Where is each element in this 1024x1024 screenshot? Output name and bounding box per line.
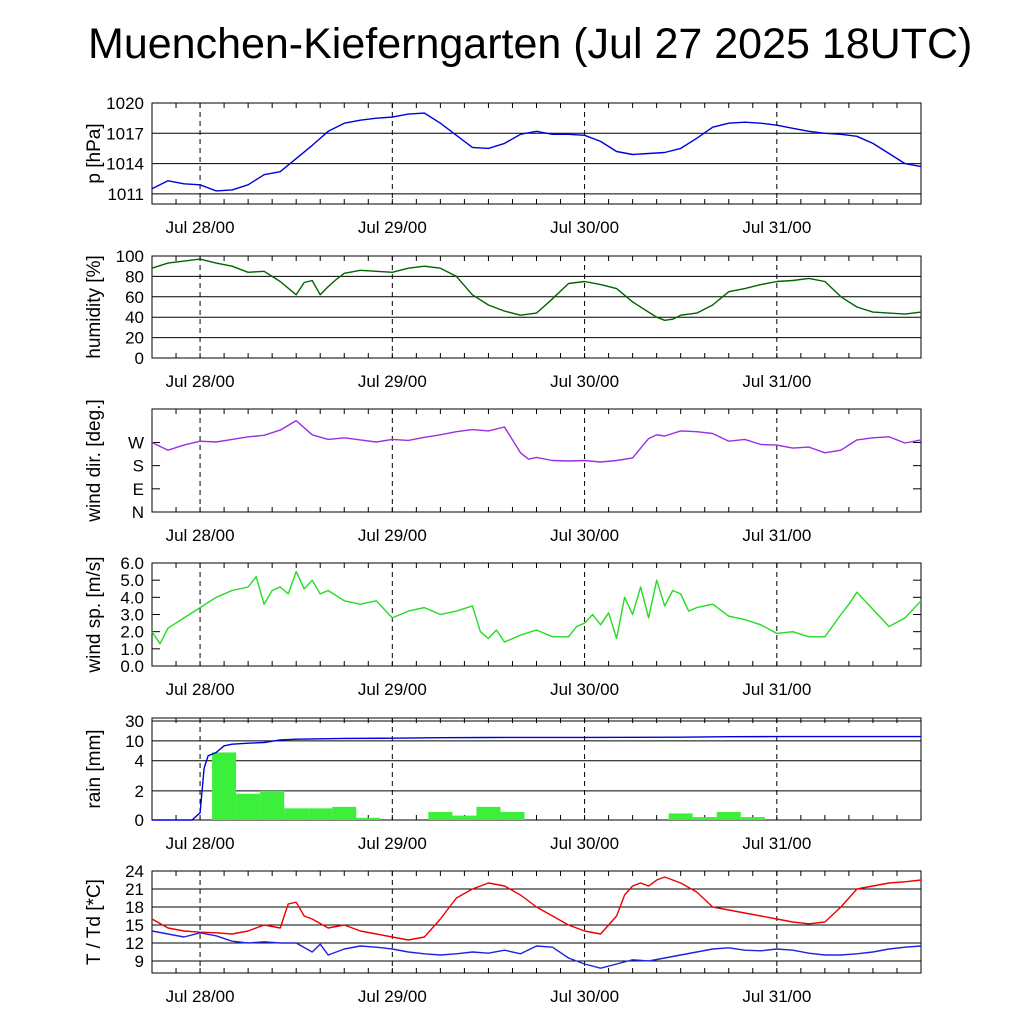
rain-bar [428,811,453,820]
x-tick-label: Jul 30/00 [550,987,619,1006]
y-tick-label: 1.0 [120,640,144,659]
y-axis-label: T / Td [*C] [84,879,105,965]
rain-bar [692,817,717,820]
rain-bar [284,808,309,820]
y-tick-label: 4 [135,752,144,771]
plot-frame [151,408,922,513]
chart-title: Muenchen-Kieferngarten (Jul 27 2025 18UT… [88,20,973,68]
rain-bar [476,806,501,820]
x-tick-label: Jul 29/00 [358,372,427,391]
rain-bar [500,811,525,820]
x-tick-label: Jul 28/00 [166,372,235,391]
y-tick-label: 5.0 [120,571,144,590]
x-tick-label: Jul 29/00 [358,987,427,1006]
x-tick-label: Jul 29/00 [358,218,427,237]
rain-bar [740,817,765,820]
rain-bar [668,813,693,820]
y-tick-label: E [133,480,144,499]
x-tick-label: Jul 28/00 [166,987,235,1006]
y-tick-label: 6.0 [120,554,144,573]
y-tick-label: 24 [125,862,144,881]
x-tick-label: Jul 31/00 [742,680,811,699]
y-tick-label: 0 [135,811,144,830]
x-tick-label: Jul 28/00 [166,834,235,853]
rain-bar [260,790,285,820]
y-tick-label: 1014 [106,155,144,174]
y-tick-label: N [132,503,144,522]
plot-frame [151,870,922,974]
y-tick-label: 30 [125,712,144,731]
rain-bar [212,752,237,820]
plot-frame [151,562,922,667]
x-tick-label: Jul 30/00 [550,680,619,699]
x-tick-label: Jul 28/00 [166,680,235,699]
y-tick-label: 4.0 [120,588,144,607]
rain-bar [236,793,261,820]
x-tick-label: Jul 31/00 [742,987,811,1006]
panel-4: 0.01.02.03.04.05.06.0 Jul 28/00 Jul 29/00 J… [84,554,922,699]
y-tick-label: 80 [125,267,144,286]
series-line-1 [151,419,922,463]
rain-bar [356,817,381,820]
plot-frame [151,102,922,205]
panel-1: 1011 1014 1017 1020 Jul 28/00 Jul 29/00 Jul 30… [84,94,922,237]
rain-bar [452,815,477,820]
series-line-1 [151,258,922,321]
series-line-1 [151,570,922,645]
series-line-1 [151,876,922,941]
y-tick-label: 21 [125,880,144,899]
y-tick-label: 10 [125,732,144,751]
y-tick-label: 2.0 [120,623,144,642]
y-axis-label: p [hPa] [84,123,105,183]
y-tick-label: 1011 [107,185,144,204]
y-tick-label: 0 [135,349,144,368]
x-tick-label: Jul 31/00 [742,834,811,853]
x-tick-label: Jul 29/00 [358,834,427,853]
series-line-2 [151,930,922,969]
y-tick-label: S [133,457,144,476]
y-tick-label: 12 [125,934,144,953]
rain-bar [308,808,333,820]
x-tick-label: Jul 29/00 [358,680,427,699]
x-tick-label: Jul 30/00 [550,526,619,545]
y-axis-label: wind dir. [deg.] [84,399,105,523]
x-tick-label: Jul 29/00 [358,526,427,545]
x-tick-label: Jul 31/00 [742,218,811,237]
x-tick-label: Jul 30/00 [550,372,619,391]
y-tick-label: 20 [125,329,144,348]
rain-bar [716,811,741,820]
y-axis-label: rain [mm] [84,729,105,808]
y-axis-label: wind sp. [m/s] [84,556,105,673]
y-tick-label: 9 [135,952,144,971]
series-line-1 [151,112,922,192]
y-tick-label: 0.0 [120,657,144,676]
y-tick-label: 100 [116,247,144,266]
y-tick-label: 18 [125,898,144,917]
y-tick-label: 1017 [106,124,144,143]
x-tick-label: Jul 30/00 [550,218,619,237]
y-tick-label: 2 [135,782,144,801]
x-tick-label: Jul 28/00 [166,218,235,237]
series-line-1 [152,735,921,821]
rain-bar [332,806,357,820]
y-tick-label: 40 [125,308,144,327]
y-tick-label: 15 [125,916,144,935]
y-tick-label: 3.0 [120,606,144,625]
x-tick-label: Jul 30/00 [550,834,619,853]
plot-frame [151,255,922,359]
x-tick-label: Jul 31/00 [742,526,811,545]
y-tick-label: 1020 [106,94,144,113]
y-axis-label: humidity [%] [84,255,105,358]
y-tick-label: 60 [125,288,144,307]
y-tick-label: W [128,433,144,452]
x-tick-label: Jul 28/00 [166,526,235,545]
x-tick-label: Jul 31/00 [742,372,811,391]
